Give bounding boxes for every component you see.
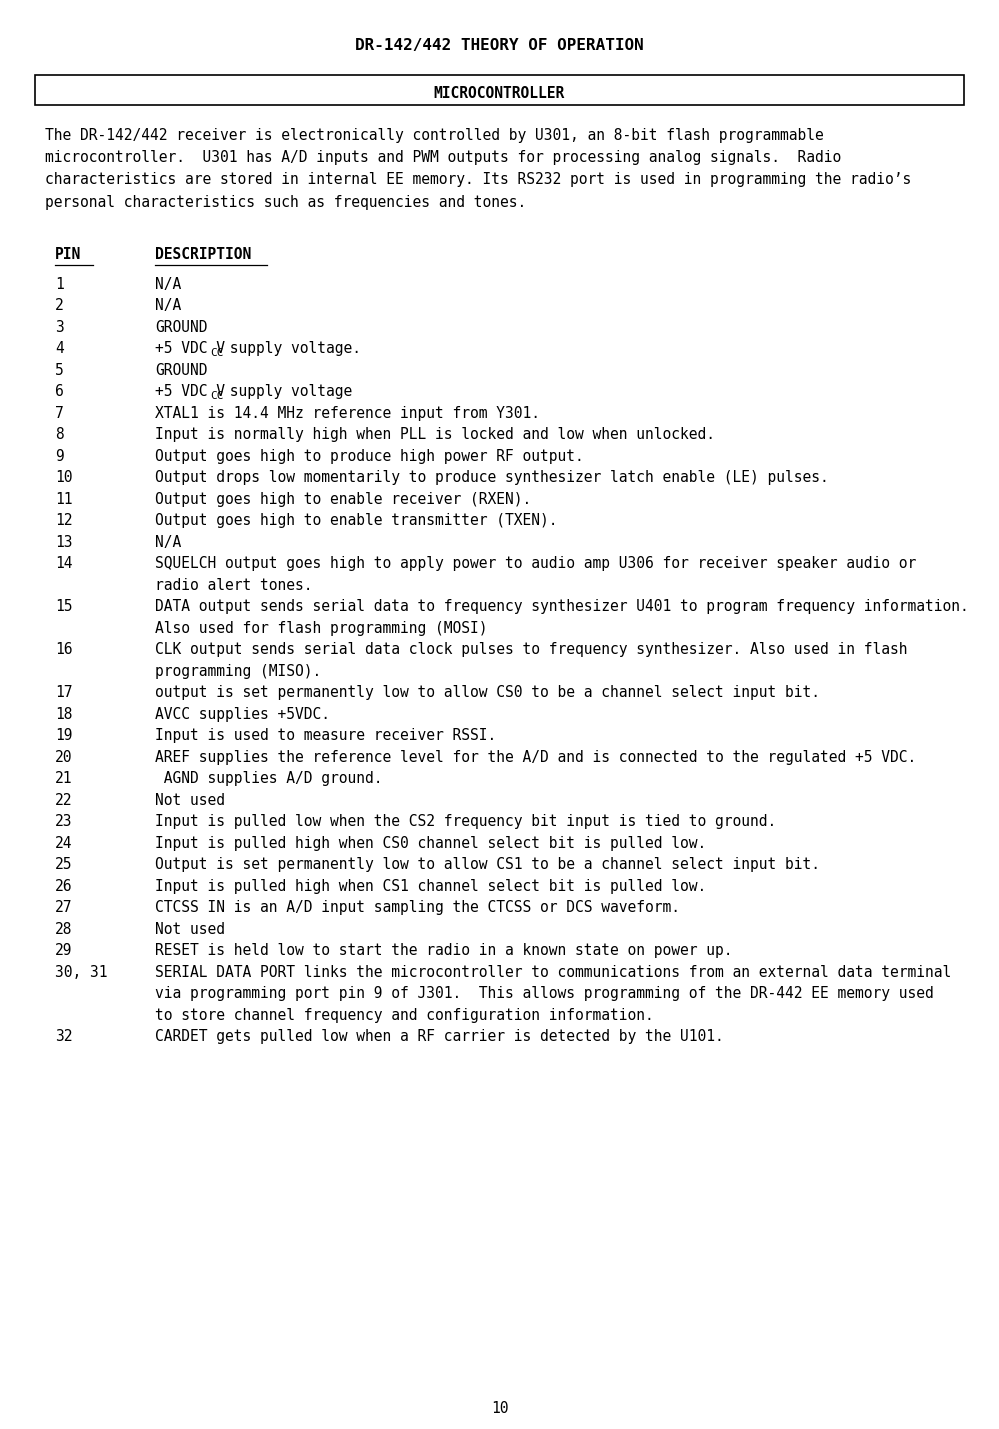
Text: DR-142/442 THEORY OF OPERATION: DR-142/442 THEORY OF OPERATION [355, 39, 644, 53]
Text: MICROCONTROLLER: MICROCONTROLLER [434, 87, 565, 101]
Text: 25: 25 [55, 857, 73, 872]
Text: Output goes high to enable receiver (RXEN).: Output goes high to enable receiver (RXE… [155, 492, 531, 507]
Text: characteristics are stored in internal EE memory. Its RS232 port is used in prog: characteristics are stored in internal E… [45, 173, 911, 187]
Text: supply voltage.: supply voltage. [221, 342, 362, 356]
Text: 32: 32 [55, 1029, 73, 1045]
Text: 10: 10 [491, 1400, 508, 1416]
Text: 1: 1 [55, 277, 64, 292]
Text: 18: 18 [55, 707, 73, 722]
Text: programming (MISO).: programming (MISO). [155, 664, 322, 679]
Text: 26: 26 [55, 879, 73, 893]
Text: 12: 12 [55, 513, 73, 529]
Text: Input is pulled high when CS0 channel select bit is pulled low.: Input is pulled high when CS0 channel se… [155, 836, 706, 850]
Text: AREF supplies the reference level for the A/D and is connected to the regulated : AREF supplies the reference level for th… [155, 750, 916, 765]
Text: radio alert tones.: radio alert tones. [155, 577, 313, 593]
Text: GROUND: GROUND [155, 320, 208, 334]
Text: CC: CC [211, 347, 224, 357]
Text: 13: 13 [55, 534, 73, 550]
Text: 2: 2 [55, 299, 64, 313]
Text: 16: 16 [55, 642, 73, 657]
Text: CC: CC [211, 390, 224, 400]
Text: 6: 6 [55, 384, 64, 399]
Text: Input is pulled low when the CS2 frequency bit input is tied to ground.: Input is pulled low when the CS2 frequen… [155, 815, 776, 829]
Text: Input is normally high when PLL is locked and low when unlocked.: Input is normally high when PLL is locke… [155, 427, 715, 443]
Text: Output is set permanently low to allow CS1 to be a channel select input bit.: Output is set permanently low to allow C… [155, 857, 820, 872]
Text: N/A: N/A [155, 299, 181, 313]
Text: 4: 4 [55, 342, 64, 356]
Text: Output drops low momentarily to produce synthesizer latch enable (LE) pulses.: Output drops low momentarily to produce … [155, 470, 829, 486]
Text: 17: 17 [55, 686, 73, 700]
Text: 14: 14 [55, 556, 73, 572]
Text: via programming port pin 9 of J301.  This allows programming of the DR-442 EE me: via programming port pin 9 of J301. This… [155, 986, 934, 1002]
Text: +5 VDC V: +5 VDC V [155, 384, 225, 399]
Text: RESET is held low to start the radio in a known state on power up.: RESET is held low to start the radio in … [155, 943, 732, 959]
Text: SERIAL DATA PORT links the microcontroller to communications from an external da: SERIAL DATA PORT links the microcontroll… [155, 965, 951, 980]
Text: 27: 27 [55, 900, 73, 916]
Text: 21: 21 [55, 772, 73, 786]
Text: 5: 5 [55, 363, 64, 377]
Text: personal characteristics such as frequencies and tones.: personal characteristics such as frequen… [45, 194, 526, 210]
Text: CARDET gets pulled low when a RF carrier is detected by the U101.: CARDET gets pulled low when a RF carrier… [155, 1029, 723, 1045]
Text: PIN: PIN [55, 247, 81, 262]
Text: N/A: N/A [155, 534, 181, 550]
Text: 3: 3 [55, 320, 64, 334]
Text: 30, 31: 30, 31 [55, 965, 108, 980]
Text: Output goes high to enable transmitter (TXEN).: Output goes high to enable transmitter (… [155, 513, 557, 529]
Text: +5 VDC V: +5 VDC V [155, 342, 225, 356]
Bar [35, 74, 964, 104]
Text: Not used: Not used [155, 793, 225, 807]
Text: output is set permanently low to allow CS0 to be a channel select input bit.: output is set permanently low to allow C… [155, 686, 820, 700]
Text: 19: 19 [55, 729, 73, 743]
Text: 15: 15 [55, 599, 73, 614]
Text: to store channel frequency and configuration information.: to store channel frequency and configura… [155, 1007, 653, 1023]
Text: DATA output sends serial data to frequency synthesizer U401 to program frequency: DATA output sends serial data to frequen… [155, 599, 969, 614]
Text: Input is used to measure receiver RSSI.: Input is used to measure receiver RSSI. [155, 729, 497, 743]
Text: 23: 23 [55, 815, 73, 829]
Text: Not used: Not used [155, 922, 225, 937]
Text: supply voltage: supply voltage [221, 384, 353, 399]
Text: GROUND: GROUND [155, 363, 208, 377]
Text: 11: 11 [55, 492, 73, 507]
Text: SQUELCH output goes high to apply power to audio amp U306 for receiver speaker a: SQUELCH output goes high to apply power … [155, 556, 916, 572]
Text: 22: 22 [55, 793, 73, 807]
Text: Also used for flash programming (MOSI): Also used for flash programming (MOSI) [155, 620, 488, 636]
Text: Output goes high to produce high power RF output.: Output goes high to produce high power R… [155, 449, 583, 464]
Text: 7: 7 [55, 406, 64, 420]
Text: DESCRIPTION: DESCRIPTION [155, 247, 252, 262]
Text: 28: 28 [55, 922, 73, 937]
Text: Input is pulled high when CS1 channel select bit is pulled low.: Input is pulled high when CS1 channel se… [155, 879, 706, 893]
Text: 20: 20 [55, 750, 73, 765]
Text: AVCC supplies +5VDC.: AVCC supplies +5VDC. [155, 707, 330, 722]
Text: CLK output sends serial data clock pulses to frequency synthesizer. Also used in: CLK output sends serial data clock pulse… [155, 642, 907, 657]
Text: 9: 9 [55, 449, 64, 464]
Text: 8: 8 [55, 427, 64, 443]
Text: The DR-142/442 receiver is electronically controlled by U301, an 8-bit flash pro: The DR-142/442 receiver is electronicall… [45, 129, 824, 143]
Text: microcontroller.  U301 has A/D inputs and PWM outputs for processing analog sign: microcontroller. U301 has A/D inputs and… [45, 150, 841, 166]
Text: CTCSS IN is an A/D input sampling the CTCSS or DCS waveform.: CTCSS IN is an A/D input sampling the CT… [155, 900, 680, 916]
Text: XTAL1 is 14.4 MHz reference input from Y301.: XTAL1 is 14.4 MHz reference input from Y… [155, 406, 540, 420]
Text: N/A: N/A [155, 277, 181, 292]
Text: AGND supplies A/D ground.: AGND supplies A/D ground. [155, 772, 383, 786]
Text: 29: 29 [55, 943, 73, 959]
Text: 10: 10 [55, 470, 73, 486]
Text: 24: 24 [55, 836, 73, 850]
